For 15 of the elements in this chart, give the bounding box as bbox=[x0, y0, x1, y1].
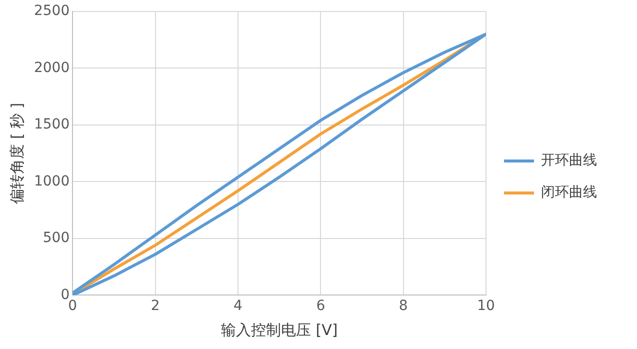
y-axis-title: 偏转角度 [ 秒 ] bbox=[8, 102, 26, 204]
y-tick-label: 2000 bbox=[34, 60, 70, 76]
x-axis-title: 输入控制电压 [V] bbox=[220, 320, 338, 339]
x-tick-label: 6 bbox=[316, 298, 326, 314]
y-tick-label: 0 bbox=[60, 286, 70, 303]
x-tick-label: 2 bbox=[150, 298, 160, 314]
legend-label: 开环曲线 bbox=[541, 152, 597, 169]
y-tick-label: 1000 bbox=[34, 173, 70, 190]
y-tick-label: 500 bbox=[42, 230, 70, 246]
x-tick-label: 4 bbox=[234, 298, 243, 314]
y-tick-label: 1500 bbox=[34, 116, 70, 133]
y-tick-label: 2500 bbox=[34, 3, 70, 20]
x-tick-label: 10 bbox=[477, 298, 495, 314]
legend-label: 闭环曲线 bbox=[541, 184, 597, 201]
x-tick-label: 8 bbox=[398, 298, 408, 314]
